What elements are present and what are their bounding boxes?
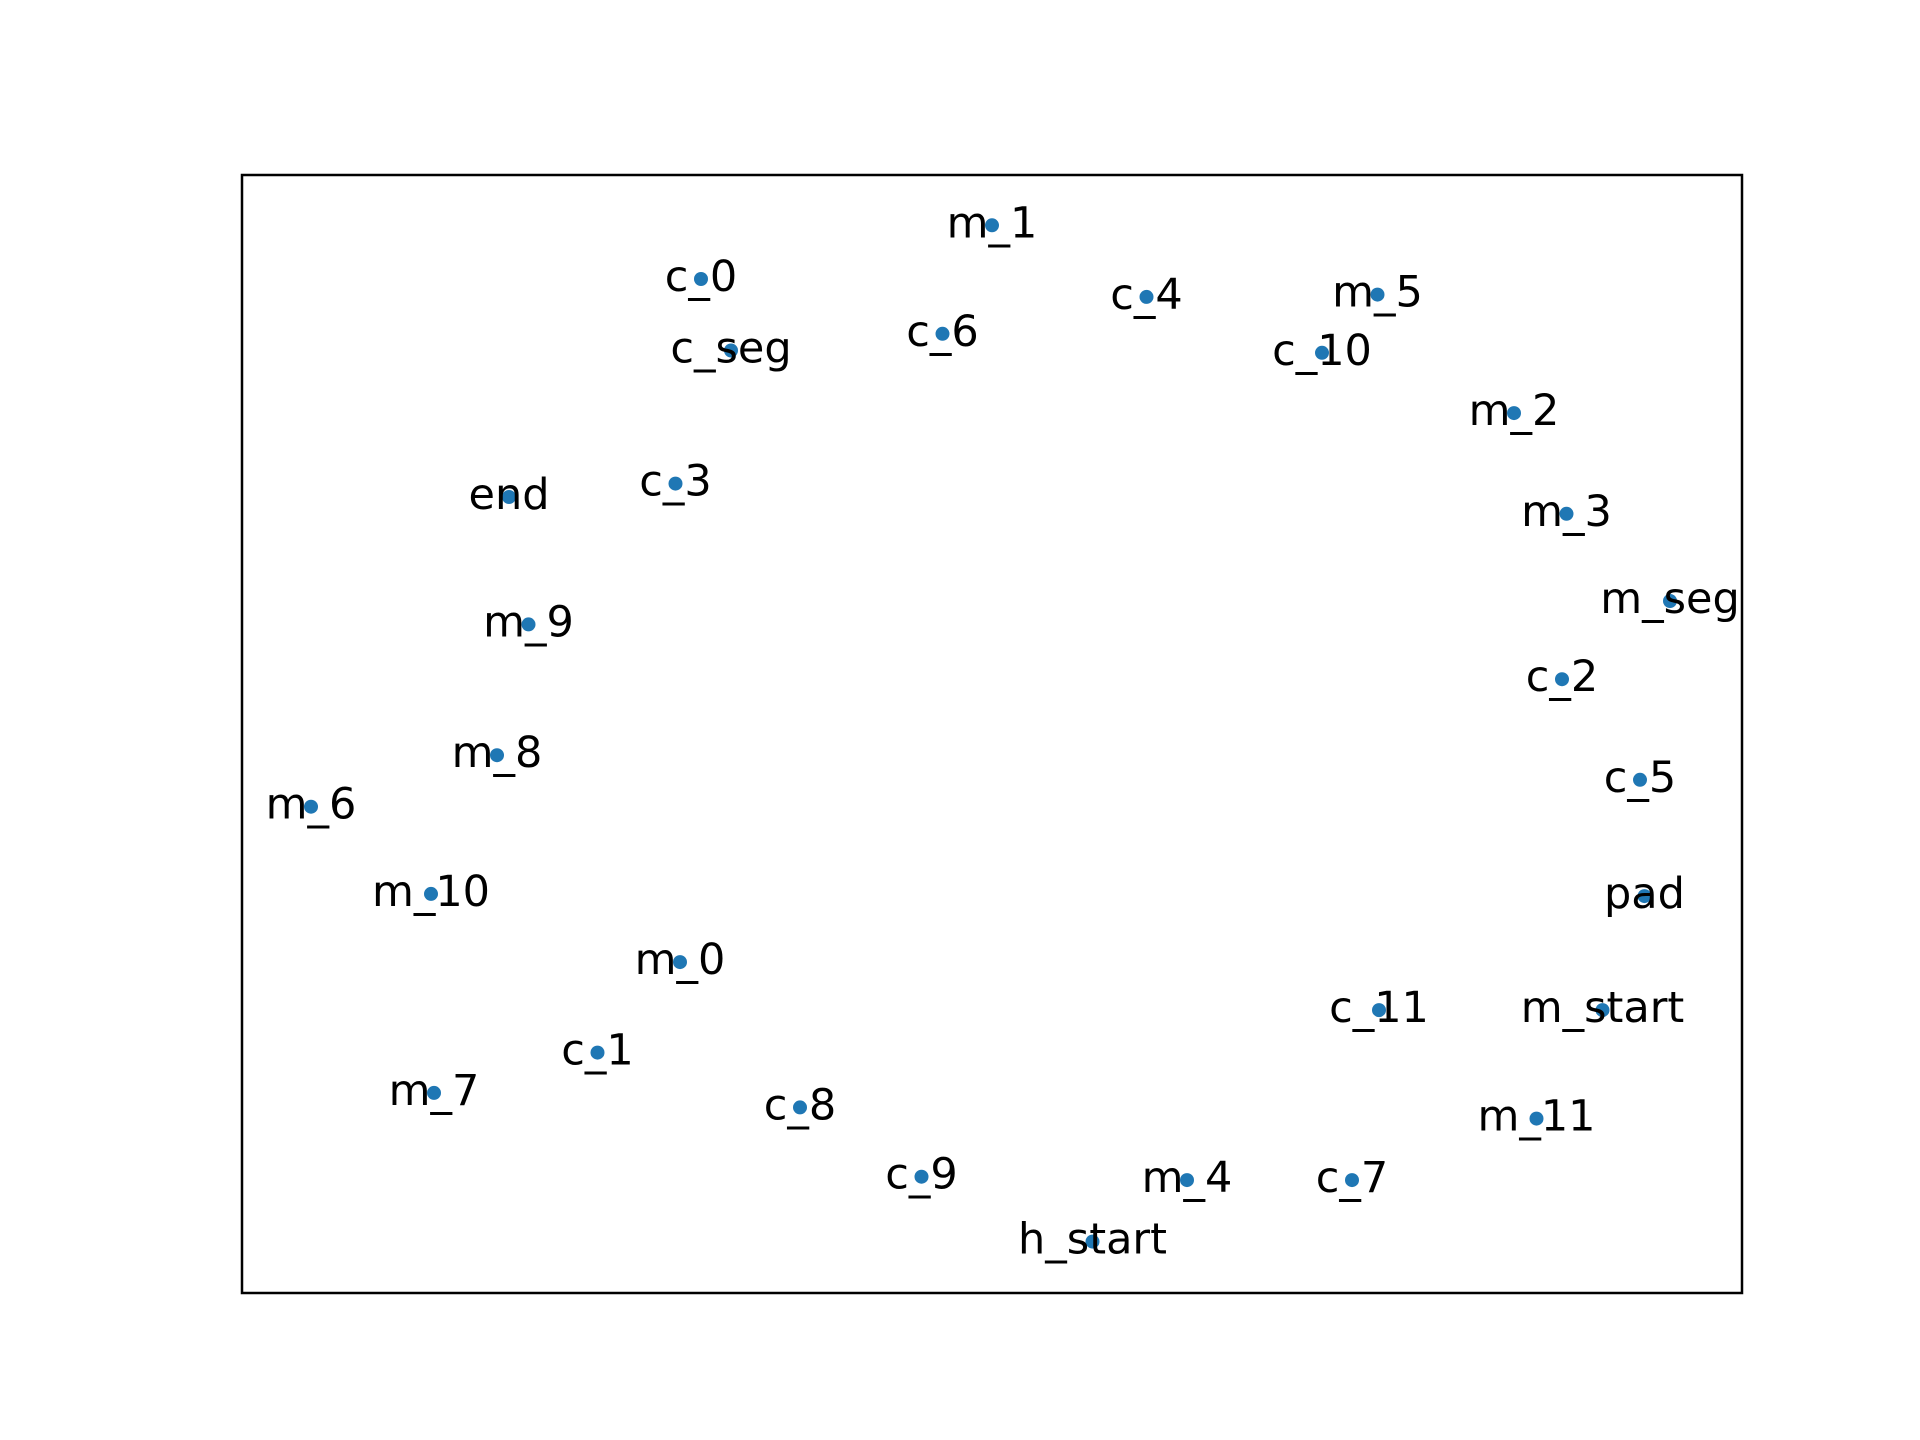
- points-layer: m_1 c_0 c_4 m_5 c_6 c_seg c_10 m_2 c_3 end m_3 m_se…: [266, 198, 1740, 1264]
- point-label-c-8: c_8: [764, 1080, 837, 1130]
- point-m-seg: [1663, 594, 1677, 608]
- point-label-c-5: c_5: [1604, 753, 1677, 803]
- point-c-3: [668, 476, 683, 491]
- point-c-5: [1633, 772, 1647, 787]
- point-m-3: [1559, 506, 1574, 521]
- point-label-m-0: m_0: [635, 935, 726, 985]
- point-label-h-start: h_start: [1018, 1215, 1167, 1265]
- plot-frame: [240, 173, 1744, 1295]
- point-m-7: [427, 1085, 441, 1100]
- point-label-c-3: c_3: [639, 457, 712, 507]
- point-label-m-6: m_6: [266, 780, 357, 830]
- point-label-m-4: m_4: [1142, 1153, 1233, 1203]
- point-label-m-1: m_1: [947, 198, 1038, 248]
- point-m-start: [1595, 1003, 1610, 1018]
- point-c-8: [793, 1100, 807, 1115]
- point-end: [502, 490, 516, 504]
- point-c-0: [694, 272, 708, 286]
- point-c-7: [1345, 1173, 1359, 1188]
- point-label-m-3: m_3: [1521, 487, 1612, 537]
- point-label-c-2: c_2: [1526, 652, 1599, 702]
- point-m-8: [490, 748, 504, 763]
- point-m-2: [1507, 406, 1521, 421]
- point-label-m-7: m_7: [389, 1066, 480, 1116]
- point-label-c-7: c_7: [1316, 1153, 1389, 1203]
- point-c-6: [935, 326, 950, 341]
- point-label-m-8: m_8: [452, 728, 543, 778]
- point-c-1: [590, 1045, 605, 1060]
- point-label-end: end: [468, 470, 549, 520]
- point-label-m-11: m_11: [1477, 1092, 1595, 1142]
- point-label-c-10: c_10: [1272, 326, 1372, 376]
- point-label-m-seg: m_seg: [1600, 574, 1740, 624]
- point-c-2: [1555, 672, 1569, 687]
- point-c-11: [1372, 1003, 1386, 1018]
- point-label-c-9: c_9: [885, 1150, 958, 1200]
- point-pad: [1637, 889, 1652, 904]
- point-m-5: [1370, 287, 1385, 302]
- point-label-pad: pad: [1604, 869, 1685, 919]
- point-m-1: [985, 218, 999, 233]
- point-m-11: [1529, 1111, 1544, 1126]
- point-label-c-seg: c_seg: [670, 324, 791, 374]
- point-label-m-start: m_start: [1521, 983, 1685, 1033]
- point-c-9: [914, 1169, 929, 1184]
- point-c-10: [1315, 345, 1329, 360]
- point-m-4: [1180, 1173, 1194, 1188]
- point-m-6: [304, 799, 318, 814]
- point-label-m-9: m_9: [483, 597, 574, 647]
- point-label-c-0: c_0: [665, 252, 738, 302]
- point-label-c-4: c_4: [1110, 270, 1183, 320]
- point-label-c-1: c_1: [561, 1026, 634, 1076]
- point-c-4: [1139, 289, 1154, 304]
- point-label-m-5: m_5: [1332, 268, 1423, 318]
- point-label-m-10: m_10: [372, 867, 490, 917]
- point-c-seg: [724, 343, 738, 358]
- point-m-10: [424, 886, 438, 901]
- point-label-c-11: c_11: [1329, 983, 1429, 1033]
- point-m-0: [673, 955, 687, 970]
- point-label-c-6: c_6: [906, 307, 979, 357]
- point-label-m-2: m_2: [1469, 386, 1560, 436]
- point-h-start: [1085, 1234, 1100, 1249]
- point-m-9: [521, 617, 536, 632]
